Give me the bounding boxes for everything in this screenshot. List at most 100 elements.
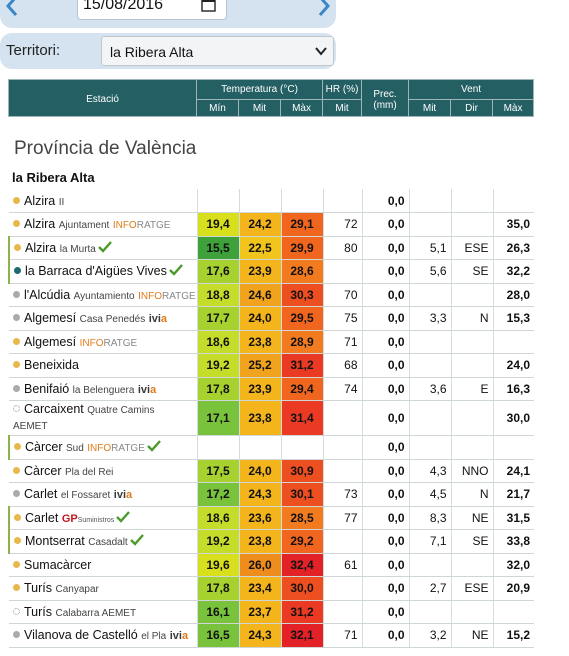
table-row[interactable]: Càrcer Sud INFORATGE 0,0 (8, 435, 534, 460)
temp-max-cell: 30,0 (280, 576, 323, 601)
date-navigation-bar: 15/08/2016 (0, 0, 336, 28)
table-row[interactable]: Vilanova de Castelló el Pla ivia 16,5 24,3… (9, 623, 534, 648)
station-name-cell[interactable]: Montserrat Casadalt (8, 529, 197, 554)
temp-max-cell: 31,2 (280, 600, 323, 624)
temp-max-cell (280, 189, 323, 213)
station-name-cell[interactable]: Carlet GPSuministros (8, 506, 197, 530)
station-name-cell[interactable]: Càrcer Pla del Rei (9, 459, 197, 483)
table-row[interactable]: Alzira la Murta 15,5 22,5 29,9 80 0,0 5,1 ESE 26… (8, 236, 534, 260)
table-row[interactable]: Carlet GPSuministros 18,6 23,6 28,5 77 0,0 8,3… (8, 506, 534, 530)
temp-min-cell: 18,6 (196, 330, 239, 354)
station-subname: Casa Penedés (79, 314, 146, 326)
precipitation-cell: 0,0 (361, 506, 409, 530)
table-row[interactable]: Turís Calabarra AEMET 16,1 23,7 31,2 0,0 (9, 600, 534, 624)
station-name-cell[interactable]: Beneixida (9, 353, 197, 378)
temp-mit-cell: 23,9 (238, 377, 281, 401)
wind-mit-cell (408, 400, 451, 436)
chevron-right-icon[interactable] (316, 0, 332, 16)
station-name: Càrcer (25, 440, 63, 455)
table-row[interactable]: Benifaió la Belenguera ivia 17,8 23,9 29,4 7… (9, 377, 534, 401)
temp-min-cell: 18,8 (196, 283, 239, 307)
station-name-cell[interactable]: Carcaixent Quatre Camins AEMET (9, 400, 197, 436)
station-subname: la Murta (59, 243, 96, 255)
station-name: Carlet (24, 487, 58, 502)
temp-mit-cell: 24,3 (238, 482, 281, 507)
table-row[interactable]: Sumacàrcer 19,6 26,0 32,4 61 0,0 32,0 (9, 553, 534, 577)
wind-dir-cell (450, 400, 493, 436)
precipitation-cell: 0,0 (361, 576, 409, 601)
station-name-cell[interactable]: Alzira la Murta (8, 236, 197, 260)
station-name: Sumacàrcer (24, 557, 92, 572)
temp-mit-cell: 25,2 (238, 353, 281, 378)
station-name: Carcaixent (24, 402, 84, 416)
station-name: Turís (24, 581, 53, 596)
inforatge-logo: INFORATGE (79, 337, 138, 349)
inforatge-logo: INFORATGE (87, 443, 145, 455)
table-row[interactable]: Alzira II 0,0 (9, 189, 534, 213)
wind-dir-cell: ESE (450, 236, 493, 260)
comarca-heading: la Ribera Alta (12, 170, 95, 185)
temp-max-cell: 32,4 (280, 553, 323, 577)
precipitation-cell: 0,0 (361, 482, 409, 507)
station-name-cell[interactable]: Turís Calabarra AEMET (9, 600, 197, 624)
precipitation-cell: 0,0 (361, 353, 409, 378)
table-row[interactable]: Montserrat Casadalt 19,2 23,8 29,2 0,0 7,1 SE 3… (8, 529, 534, 554)
territory-select[interactable]: la Ribera Alta (101, 36, 334, 66)
station-name-cell[interactable]: Càrcer Sud INFORATGE (8, 435, 197, 460)
table-row[interactable]: Beneixida 19,2 25,2 31,2 68 0,0 24,0 (9, 353, 534, 378)
station-name-cell[interactable]: Sumacàrcer (9, 553, 197, 577)
date-input[interactable]: 15/08/2016 (77, 0, 227, 20)
table-row[interactable]: Algemesí Casa Penedés ivia 17,7 24,0 29,5 75… (9, 306, 534, 331)
wind-max-cell: 15,2 (492, 623, 534, 648)
station-status-dot (13, 220, 20, 228)
station-subname: la Belenguera (72, 384, 135, 396)
station-status-dot (13, 196, 20, 204)
territory-bar: Territori: la Ribera Alta (0, 33, 336, 69)
temp-max-cell: 28,9 (280, 330, 323, 354)
station-name-cell[interactable]: l'Alcúdia Ayuntamiento INFORATGE (9, 283, 197, 307)
wind-dir-cell (450, 435, 493, 460)
chevron-left-icon[interactable] (4, 0, 20, 16)
table-row[interactable]: Algemesí INFORATGE 18,6 23,8 28,9 71 0,0 (9, 330, 534, 354)
station-status-dot (13, 607, 20, 615)
station-name-cell[interactable]: Benifaió la Belenguera ivia (9, 377, 197, 401)
station-name-cell[interactable]: Turís Canyapar (9, 576, 197, 601)
table-row[interactable]: Càrcer Pla del Rei 17,5 24,0 30,9 0,0 4,3 NNO 2… (9, 459, 534, 483)
wind-max-cell (492, 189, 534, 213)
station-name-cell[interactable]: Vilanova de Castelló el Pla ivia (9, 623, 197, 648)
station-status-dot (14, 513, 21, 521)
temp-mit-cell: 23,8 (238, 330, 281, 354)
station-name-cell[interactable]: Alzira Ajuntament INFORATGE (9, 212, 197, 237)
table-row[interactable]: Carlet el Fossaret ivia 17,2 24,3 30,1 73 0,0… (9, 482, 534, 507)
header-station[interactable]: Estació (8, 79, 197, 117)
station-name-cell[interactable]: Alzira II (9, 189, 197, 213)
temp-mit-cell (238, 435, 281, 460)
table-row[interactable]: Carcaixent Quatre Camins AEMET 17,1 23,8 31,… (9, 400, 534, 436)
temp-mit-cell: 24,0 (238, 306, 281, 331)
header-hr-mit: Mit (322, 99, 363, 117)
station-name-cell[interactable]: Algemesí INFORATGE (9, 330, 197, 354)
table-row[interactable]: Turís Canyapar 17,8 23,4 30,0 0,0 2,7 ESE 20,9 (9, 576, 534, 601)
wind-max-cell: 21,7 (492, 482, 534, 507)
calendar-icon[interactable] (201, 0, 216, 12)
table-row[interactable]: l'Alcúdia Ayuntamiento INFORATGE 18,8 24,6… (9, 283, 534, 307)
table-row[interactable]: la Barraca d'Aigües Vives 17,6 23,9 28,6 0,0… (8, 259, 534, 284)
station-name-cell[interactable]: Carlet el Fossaret ivia (9, 482, 197, 507)
wind-dir-cell (450, 212, 493, 237)
station-name-cell[interactable]: Algemesí Casa Penedés ivia (9, 306, 197, 331)
temp-min-cell: 19,2 (196, 529, 239, 554)
wind-mit-cell: 5,6 (408, 259, 451, 284)
stations-table: Alzira II 0,0 Alzira Ajuntament INFORATGE 1… (8, 189, 534, 648)
precipitation-cell: 0,0 (361, 306, 409, 331)
check-icon (168, 264, 183, 276)
wind-max-cell (492, 330, 534, 354)
territory-label: Territori: (6, 42, 61, 59)
station-status-dot (13, 560, 20, 568)
station-name-cell[interactable]: la Barraca d'Aigües Vives (8, 259, 197, 284)
wind-max-cell: 16,3 (492, 377, 534, 401)
wind-dir-cell (450, 600, 493, 624)
humidity-cell (322, 435, 362, 460)
header-temp-mit: Mit (238, 99, 281, 117)
wind-mit-cell (408, 600, 451, 624)
table-row[interactable]: Alzira Ajuntament INFORATGE 19,4 24,2 29,1 7… (9, 212, 534, 237)
